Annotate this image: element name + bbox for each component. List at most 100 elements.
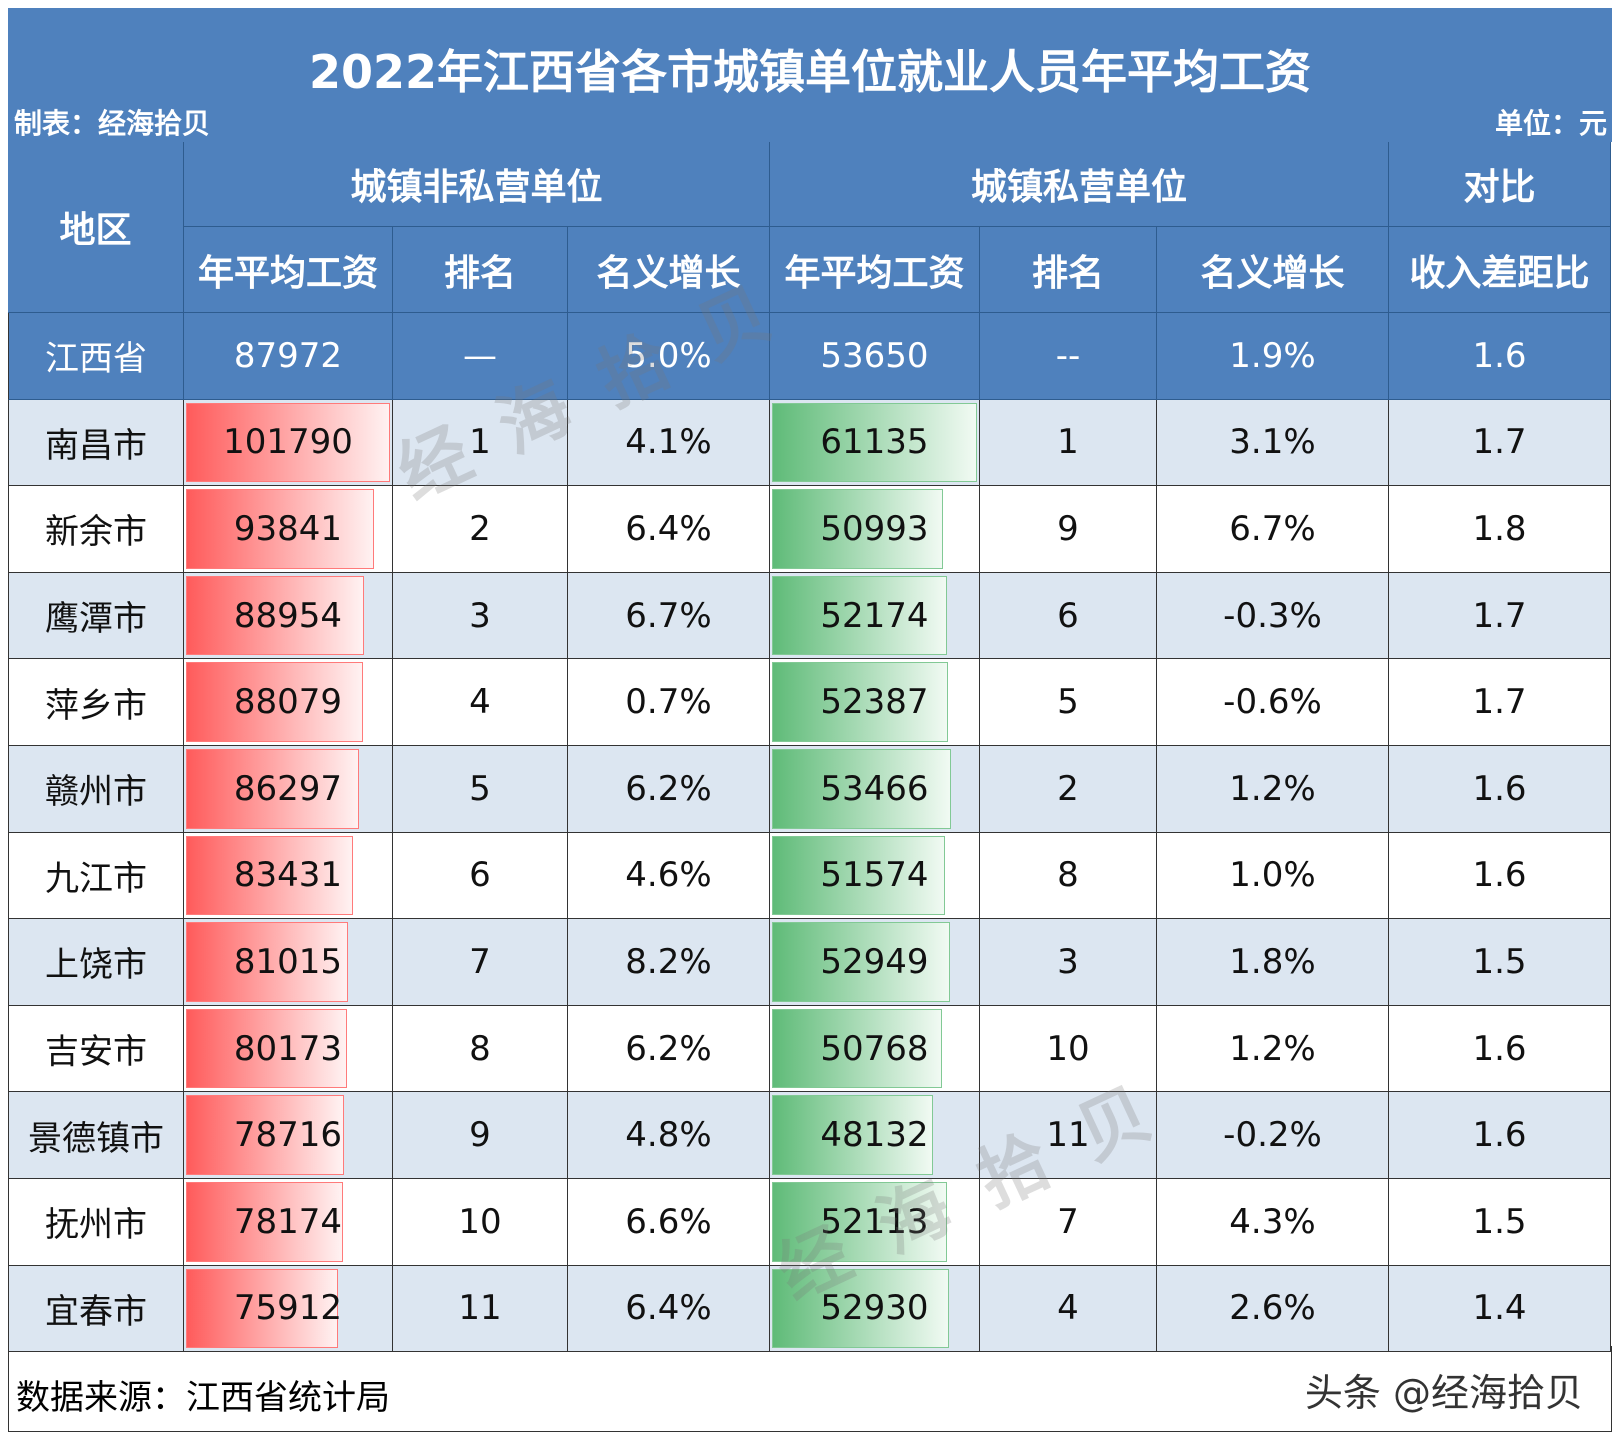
sub-header: 排名 bbox=[393, 227, 568, 313]
cell-text: 吉安市 bbox=[45, 1032, 147, 1073]
data-bar bbox=[772, 1268, 950, 1349]
cell-text: 1.7 bbox=[1472, 422, 1527, 463]
cell: 1 bbox=[393, 399, 568, 487]
cell: 4 bbox=[393, 659, 568, 746]
cell-text: 83431 bbox=[233, 855, 343, 896]
cell-text: 3 bbox=[1057, 941, 1079, 982]
cell-text: 1.6 bbox=[1472, 1028, 1527, 1069]
cell-text: 1.6 bbox=[1472, 335, 1527, 376]
cell-text: 6.2% bbox=[625, 768, 712, 809]
cell: 9 bbox=[980, 486, 1157, 573]
cell-text: 10 bbox=[458, 1201, 502, 1242]
cell-text: 8 bbox=[469, 1028, 491, 1069]
cell-text: 88954 bbox=[233, 595, 343, 636]
data-bar bbox=[186, 575, 365, 656]
cell-text: 1.5 bbox=[1472, 1201, 1527, 1242]
cell-text: 6 bbox=[1057, 595, 1079, 636]
region-cell: 九江市 bbox=[8, 832, 184, 920]
sub-header: 名义增长 bbox=[1157, 227, 1389, 313]
cell-text: 1.6 bbox=[1472, 855, 1527, 896]
cell: 51574 bbox=[770, 832, 980, 920]
cell: 6.7% bbox=[568, 572, 770, 660]
cell: 78716 bbox=[184, 1092, 393, 1179]
cell-text: 2 bbox=[469, 508, 491, 549]
title: 2022年江西省各市城镇单位就业人员年平均工资 bbox=[308, 45, 1312, 99]
cell: 52387 bbox=[770, 659, 980, 746]
cell-text: 9 bbox=[469, 1115, 491, 1156]
data-bar bbox=[186, 489, 375, 569]
cell: 88954 bbox=[184, 572, 393, 660]
cell-text: 1.7 bbox=[1472, 595, 1527, 636]
cell: 1.8% bbox=[1157, 919, 1389, 1006]
cell-text: 8.2% bbox=[625, 941, 712, 982]
cell-text: 6.4% bbox=[625, 508, 712, 549]
cell-text: 南昌市 bbox=[45, 425, 147, 466]
cell-text: 5.0% bbox=[625, 335, 712, 376]
cell-text: 1.8 bbox=[1472, 508, 1527, 549]
cell-text: 上饶市 bbox=[45, 945, 147, 986]
cell: 10 bbox=[393, 1179, 568, 1266]
region-cell: 宜春市 bbox=[8, 1265, 184, 1353]
cell-text: 1.5 bbox=[1472, 941, 1527, 982]
cell-text: 2.6% bbox=[1229, 1288, 1316, 1329]
cell-text: 5 bbox=[469, 768, 491, 809]
cell-text: 4.1% bbox=[625, 422, 712, 463]
cell: 1.8 bbox=[1389, 486, 1611, 573]
data-bar bbox=[772, 575, 947, 656]
cell: 6.4% bbox=[568, 486, 770, 573]
cell: 1 bbox=[980, 399, 1157, 487]
cell: 1.9% bbox=[1157, 313, 1389, 400]
cell-text: 4.6% bbox=[625, 855, 712, 896]
cell: 83431 bbox=[184, 832, 393, 920]
cell: 3 bbox=[980, 919, 1157, 1006]
maker: 制表：经海拾贝 bbox=[14, 107, 211, 140]
cell-text: 1.6 bbox=[1472, 1115, 1527, 1156]
cell-text: 52949 bbox=[820, 941, 929, 982]
cell-text: 1.4 bbox=[1472, 1288, 1527, 1329]
cell-text: 75912 bbox=[233, 1288, 343, 1329]
cell: 88079 bbox=[184, 659, 393, 746]
cell-text: 93841 bbox=[233, 508, 343, 549]
cell: 5 bbox=[393, 746, 568, 833]
cell-text: 80173 bbox=[233, 1028, 343, 1069]
cell: 4.3% bbox=[1157, 1179, 1389, 1266]
cell: 50768 bbox=[770, 1005, 980, 1093]
cell-text: 九江市 bbox=[45, 858, 147, 899]
region-cell: 南昌市 bbox=[8, 399, 184, 487]
sub-header: 年平均工资 bbox=[184, 227, 393, 313]
cell: 11 bbox=[393, 1265, 568, 1353]
cell-text: 4 bbox=[1057, 1288, 1079, 1329]
cell-text: -0.3% bbox=[1223, 595, 1322, 636]
data-bar bbox=[186, 749, 359, 829]
data-bar bbox=[186, 922, 349, 1002]
cell-text: -0.6% bbox=[1223, 682, 1322, 723]
group-header: 城镇非私营单位 bbox=[184, 142, 770, 227]
cell-text: 1.8% bbox=[1229, 941, 1316, 982]
cell-text: 52930 bbox=[820, 1288, 929, 1329]
cell-text: 6 bbox=[469, 855, 491, 896]
data-bar bbox=[186, 1268, 339, 1349]
cell-text: 0.7% bbox=[625, 682, 712, 723]
footer-band bbox=[8, 1346, 1612, 1432]
data-bar bbox=[772, 402, 977, 483]
cell: 1.5 bbox=[1389, 1179, 1611, 1266]
cell: 6 bbox=[980, 572, 1157, 660]
cell-text: 1.2% bbox=[1229, 768, 1316, 809]
data-bar bbox=[772, 1008, 943, 1089]
cell: — bbox=[393, 313, 568, 400]
region-cell: 赣州市 bbox=[8, 746, 184, 833]
cell-text: 52174 bbox=[820, 595, 929, 636]
cell: 2 bbox=[393, 486, 568, 573]
data-bar bbox=[772, 662, 948, 742]
cell: 52113 bbox=[770, 1179, 980, 1266]
cell-text: 53650 bbox=[820, 335, 929, 376]
cell-text: 50768 bbox=[820, 1028, 929, 1069]
cell-text: 61135 bbox=[820, 422, 929, 463]
sub-header: 名义增长 bbox=[568, 227, 770, 313]
cell-text: 48132 bbox=[820, 1115, 929, 1156]
cell: 81015 bbox=[184, 919, 393, 1006]
data-bar bbox=[772, 749, 952, 829]
region-cell: 鹰潭市 bbox=[8, 572, 184, 660]
cell-text: — bbox=[463, 335, 497, 376]
cell-text: 萍乡市 bbox=[45, 685, 147, 726]
